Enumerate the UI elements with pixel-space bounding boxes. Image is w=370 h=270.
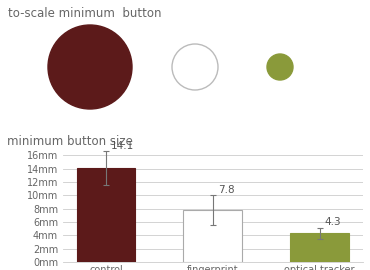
Text: 4.3: 4.3	[325, 217, 342, 227]
Text: 14.1: 14.1	[111, 140, 135, 150]
Text: to-scale minimum  button: to-scale minimum button	[8, 7, 161, 20]
Circle shape	[172, 44, 218, 90]
Bar	[184, 210, 242, 262]
Text: 7.8: 7.8	[218, 184, 235, 194]
Bar	[290, 233, 349, 262]
Circle shape	[267, 54, 293, 80]
Text: minimum button size: minimum button size	[7, 135, 133, 148]
Circle shape	[48, 25, 132, 109]
Bar	[77, 168, 135, 262]
